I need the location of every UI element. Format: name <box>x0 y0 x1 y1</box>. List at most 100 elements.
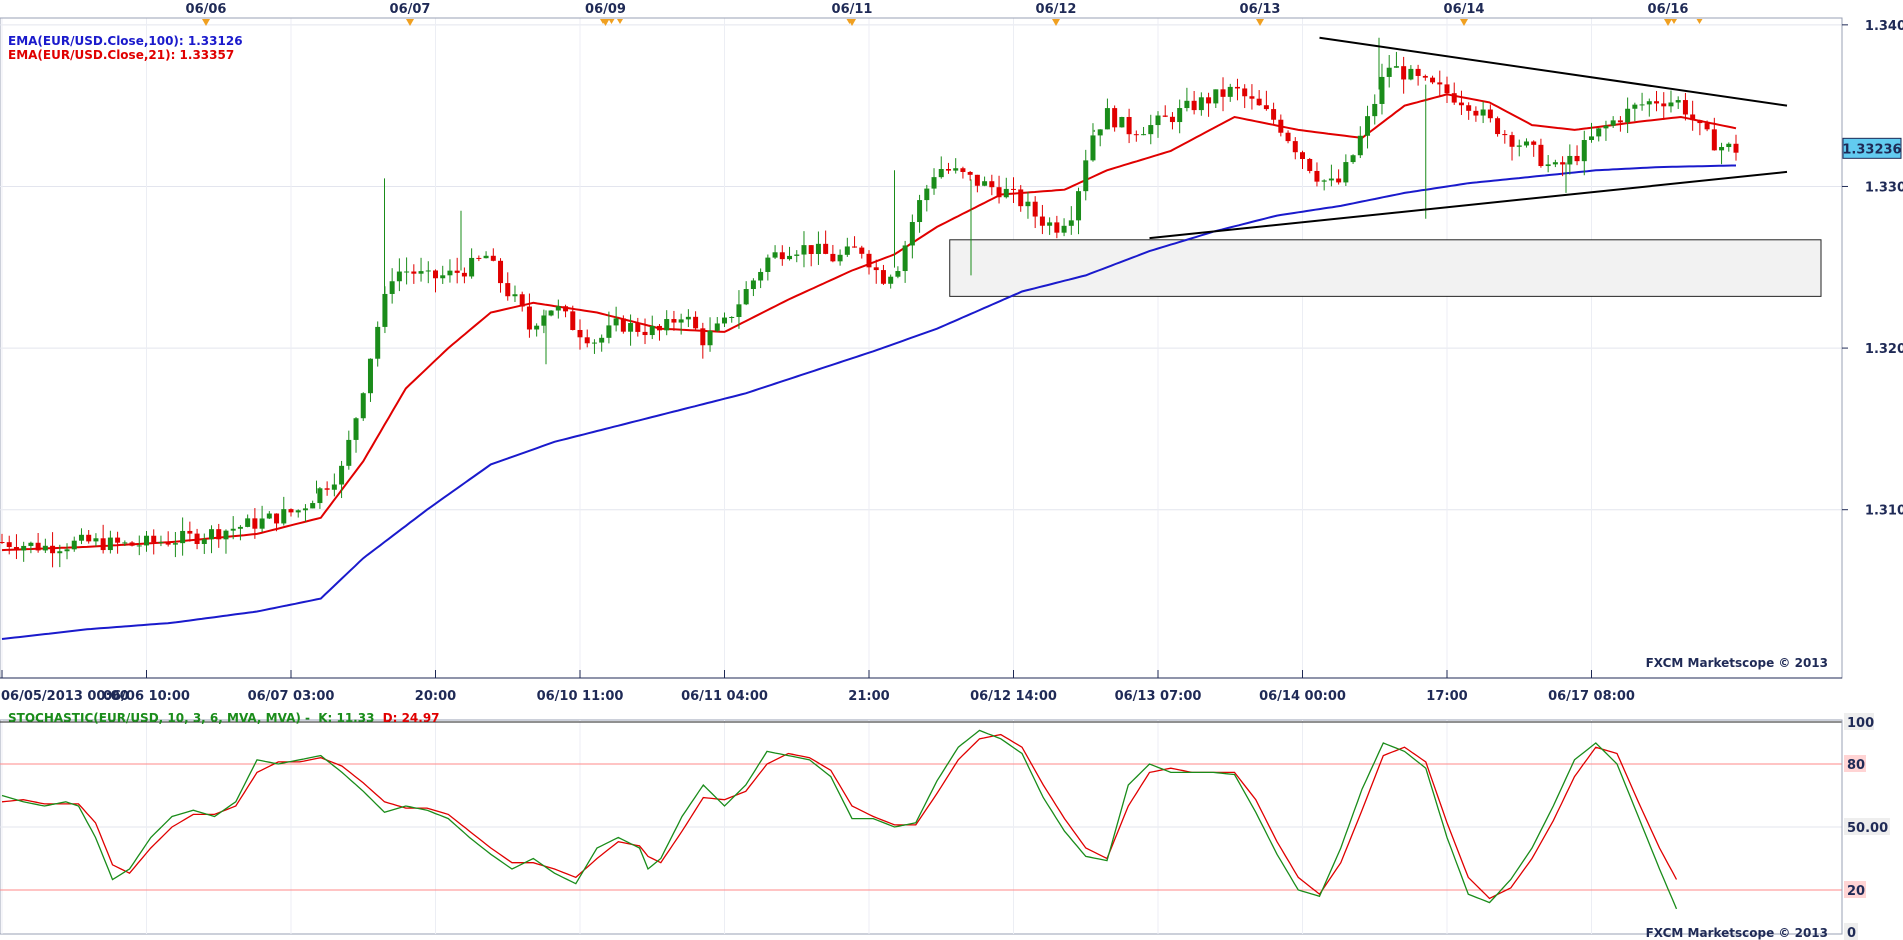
candle <box>1126 108 1132 144</box>
candle <box>722 312 727 328</box>
candle <box>635 317 641 337</box>
candle <box>136 535 142 556</box>
candle <box>613 306 619 332</box>
candle <box>165 531 171 547</box>
candle <box>555 299 561 319</box>
candle <box>1104 98 1110 130</box>
stochastic-grid <box>0 720 1842 934</box>
candle <box>1531 140 1537 157</box>
candle <box>1603 120 1609 141</box>
candle <box>433 269 438 293</box>
session-marker-icon <box>846 19 853 24</box>
current-price-tag: 1.33236 <box>1842 137 1902 159</box>
session-marker-icon <box>202 19 210 26</box>
candle <box>1097 129 1103 147</box>
candle <box>1726 142 1732 152</box>
candle <box>490 248 496 262</box>
candle <box>505 272 511 301</box>
candle <box>714 317 720 332</box>
top-date-label: 06/12 <box>1036 2 1077 17</box>
support-zone <box>949 239 1822 297</box>
candle <box>93 533 99 547</box>
candle <box>599 334 605 352</box>
candle <box>1177 99 1183 134</box>
candle <box>1560 156 1566 177</box>
top-date-label: 06/09 <box>585 2 626 17</box>
candle <box>1668 90 1674 113</box>
candle <box>526 293 532 338</box>
candle <box>1328 164 1334 187</box>
candle <box>317 487 323 509</box>
stochastic-k-label: K: 11.33 <box>318 711 374 725</box>
trendline-lower[interactable] <box>1149 170 1788 240</box>
top-date-label: 06/11 <box>832 2 873 17</box>
candle <box>331 473 337 497</box>
candle <box>259 505 265 533</box>
candle <box>1133 130 1139 142</box>
price-tick-label: 1.3400 <box>1865 19 1903 34</box>
candle <box>1552 159 1558 168</box>
candle <box>1661 92 1667 120</box>
candle <box>180 517 186 556</box>
candle <box>375 321 381 367</box>
candle <box>1365 105 1371 149</box>
stochastic-tick-label: 80 <box>1847 758 1865 773</box>
candle <box>1451 82 1457 105</box>
candle <box>1018 185 1024 212</box>
candle <box>1068 206 1074 235</box>
candle <box>938 156 944 179</box>
candle <box>42 538 48 553</box>
candle <box>1220 77 1226 112</box>
candle <box>310 500 316 509</box>
candle <box>353 417 359 453</box>
candle <box>765 254 771 281</box>
candle <box>216 523 222 548</box>
candle <box>685 309 691 328</box>
top-date-label: 06/13 <box>1240 2 1281 17</box>
time-tick-label: 06/17 08:00 <box>1548 689 1635 704</box>
candle <box>151 529 157 555</box>
candle <box>302 504 308 522</box>
candle <box>1054 215 1060 239</box>
candle <box>880 264 886 285</box>
candle <box>512 285 518 302</box>
candle <box>815 231 821 265</box>
stochastic-tick-box <box>1844 818 1890 835</box>
watermark-stochastic: FXCM Marketscope © 2013 <box>1646 926 1828 940</box>
candle <box>1430 75 1436 85</box>
candle <box>396 258 402 292</box>
candle <box>606 311 612 344</box>
candle <box>1589 122 1594 143</box>
time-tick-label: 06/12 14:00 <box>970 689 1057 704</box>
trendline-upper[interactable] <box>1319 36 1788 107</box>
stochastic-levels <box>0 721 1842 891</box>
candle <box>1538 138 1544 168</box>
candle <box>187 521 193 542</box>
candle <box>678 313 684 335</box>
candle <box>1213 89 1219 108</box>
candle <box>1379 63 1385 115</box>
candle <box>1437 70 1443 97</box>
candle <box>295 509 301 518</box>
candle <box>1162 105 1168 118</box>
candle <box>1112 105 1118 132</box>
candle <box>6 535 12 555</box>
candle <box>1148 114 1154 145</box>
candle <box>1502 130 1508 144</box>
stochastic-legend: STOCHASTIC(EUR/USD, 10, 3, 6, MVA, MVA) … <box>8 711 440 725</box>
candle <box>1076 187 1082 235</box>
candle <box>367 358 373 402</box>
candle <box>13 534 19 560</box>
candle <box>1697 119 1703 136</box>
candle <box>498 258 504 293</box>
candle <box>1654 90 1660 112</box>
price-tick-label: 1.3200 <box>1865 342 1903 357</box>
candle <box>172 531 178 558</box>
current-price-label: 1.33236 <box>1842 142 1901 157</box>
candle <box>288 508 294 517</box>
candle <box>245 514 251 528</box>
candle <box>823 230 829 255</box>
candle <box>700 322 706 359</box>
candle <box>1458 90 1464 115</box>
candle <box>1234 78 1240 101</box>
